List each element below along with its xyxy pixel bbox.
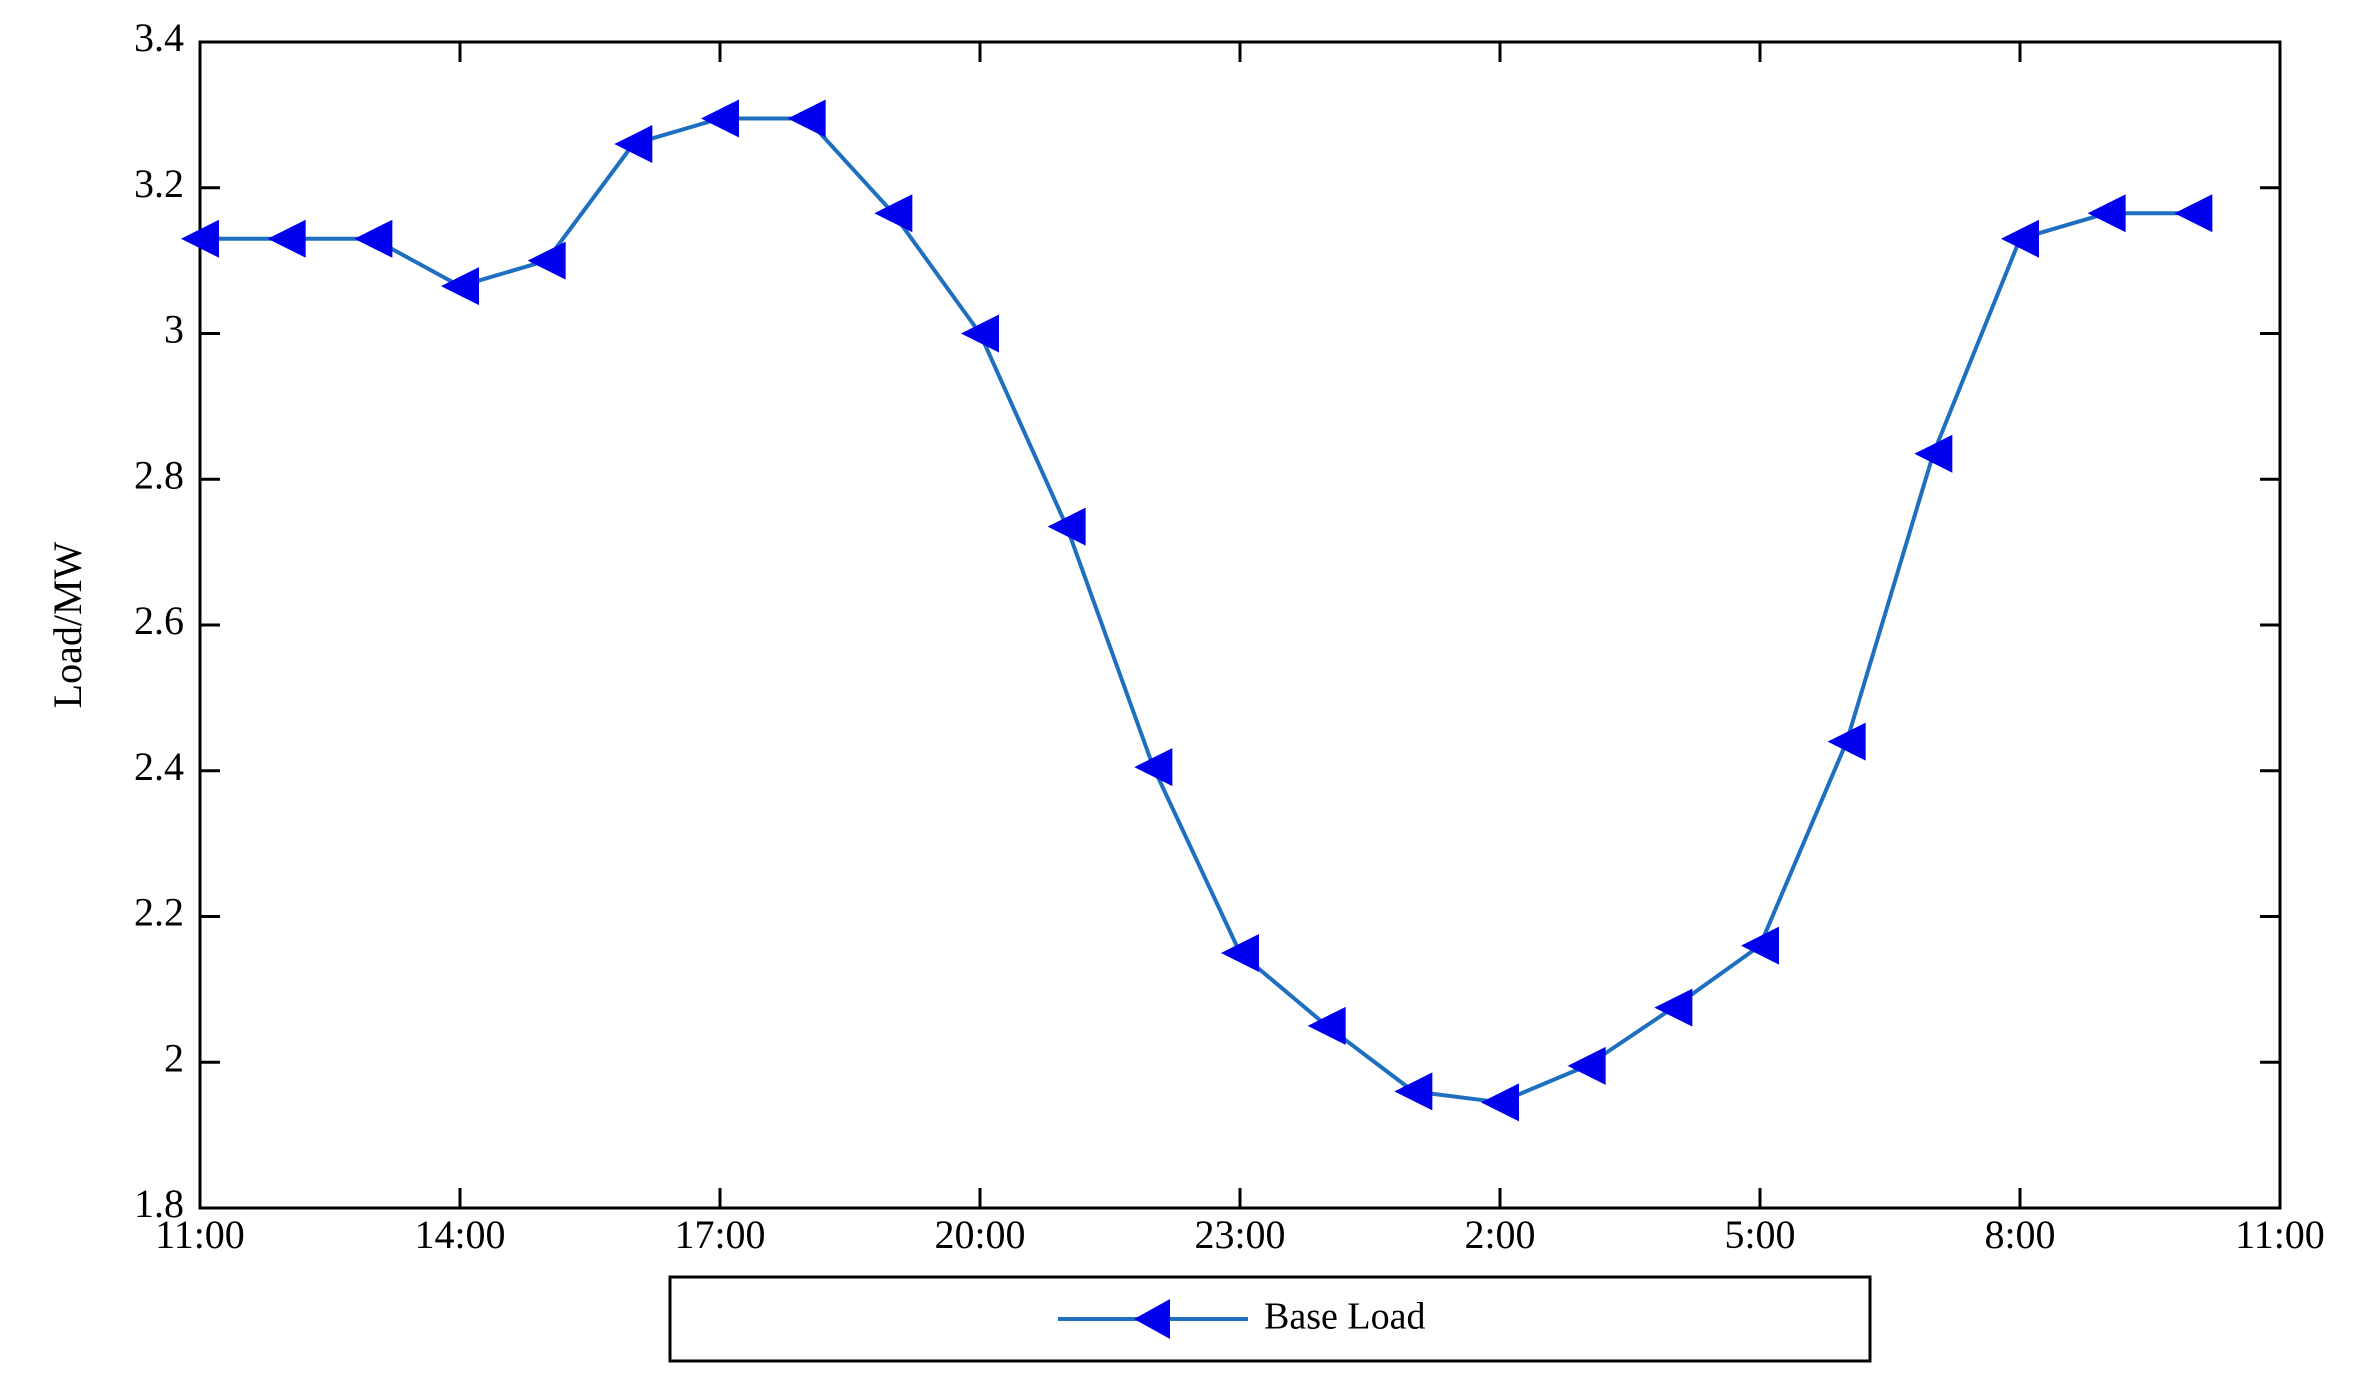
- data-point: [441, 267, 479, 306]
- x-tick-label: 2:00: [1464, 1212, 1535, 1257]
- y-axis: 1.8 2 2.2 2.4 2.6 2.8 3 3.2 3.4: [134, 15, 2280, 1226]
- data-point: [1481, 1083, 1519, 1122]
- x-tick-label: 14:00: [414, 1212, 505, 1257]
- data-point: [2087, 194, 2126, 233]
- x-tick-label: 20:00: [934, 1212, 1025, 1257]
- data-point: [1047, 507, 1086, 546]
- data-point: [181, 219, 219, 258]
- legend-box: [668, 1275, 1872, 1363]
- legend-label: Base Load: [1264, 1296, 1425, 1338]
- x-tick-label: 8:00: [1984, 1212, 2055, 1257]
- y-tick-label: 3.4: [134, 15, 184, 60]
- data-point: [1221, 933, 1259, 972]
- legend: Base Load: [668, 1275, 1872, 1363]
- data-point: [874, 194, 913, 233]
- data-point: [527, 241, 566, 280]
- data-point: [2001, 219, 2039, 258]
- y-tick-label: 3: [164, 307, 184, 352]
- y-tick-label: 2: [164, 1035, 184, 1080]
- data-point: [267, 219, 306, 258]
- x-tick-label: 17:00: [674, 1212, 765, 1257]
- x-tick-label: 11:00: [2235, 1212, 2325, 1257]
- y-axis-title: Load/MW: [45, 541, 90, 708]
- x-tick-label: 11:00: [155, 1212, 245, 1257]
- x-tick-label: 5:00: [1724, 1212, 1795, 1257]
- x-axis: 11:00 14:00 17:00 20:00 23:00 2:00 5:00 8:00 11:…: [155, 42, 2325, 1257]
- data-point: [614, 125, 653, 164]
- y-tick-label: 2.4: [134, 744, 184, 789]
- y-tick-label: 1.8: [134, 1181, 184, 1226]
- x-tick-label: 23:00: [1194, 1212, 1285, 1257]
- data-point: [961, 314, 999, 353]
- y-tick-label: 3.2: [134, 161, 184, 206]
- y-tick-label: 2.2: [134, 890, 184, 935]
- data-point: [1307, 1006, 1346, 1045]
- data-point: [1134, 748, 1173, 787]
- y-tick-label: 2.8: [134, 452, 184, 497]
- y-tick-label: 2.6: [134, 598, 184, 643]
- series-layer: [181, 99, 2213, 1122]
- data-point: [1914, 434, 1953, 473]
- legend-marker-sample: [1134, 1299, 1170, 1339]
- series-line: [200, 116, 2194, 1105]
- data-point: [1567, 1046, 1606, 1085]
- data-point: [1741, 926, 1779, 965]
- data-point: [1394, 1072, 1433, 1111]
- data-point: [2174, 194, 2213, 233]
- data-point: [787, 99, 826, 138]
- data-point: [354, 219, 393, 258]
- data-point: [1654, 988, 1693, 1027]
- data-point: [701, 99, 739, 138]
- plot-area: [198, 40, 2282, 1210]
- data-point: [1827, 722, 1866, 761]
